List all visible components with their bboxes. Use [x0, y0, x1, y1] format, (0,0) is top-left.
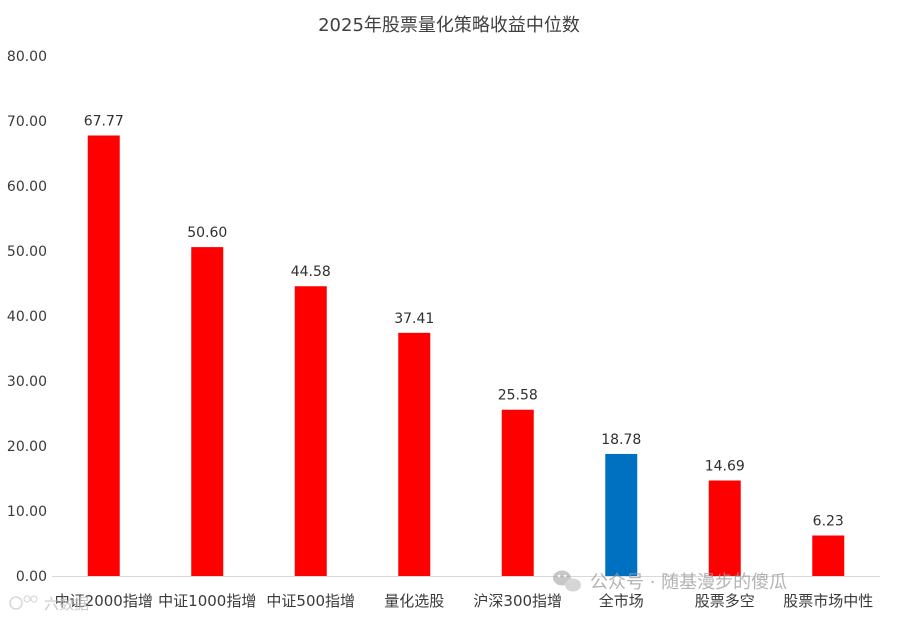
- x-tick-label: 中证1000指增: [158, 592, 256, 610]
- y-tick-label: 30.00: [7, 374, 47, 390]
- bar: [398, 332, 431, 576]
- data-label: 44.58: [291, 264, 331, 280]
- data-label: 67.77: [84, 113, 124, 129]
- wechat-watermark: 公众号 · 随基漫步的傻瓜: [553, 570, 787, 593]
- data-label: 18.78: [601, 432, 641, 448]
- y-tick-label: 10.00: [7, 504, 47, 520]
- x-tick-label: 中证500指增: [266, 592, 355, 610]
- y-tick-label: 80.00: [7, 49, 47, 65]
- y-tick-label: 70.00: [7, 114, 47, 130]
- wechat-watermark-text: 公众号 · 随基漫步的傻瓜: [590, 572, 787, 593]
- data-label: 50.60: [187, 225, 227, 241]
- y-tick-label: 0.00: [16, 569, 47, 585]
- data-label: 14.69: [705, 459, 745, 475]
- x-tick-label: 股票多空: [695, 592, 755, 610]
- x-tick-label: 全市场: [599, 592, 644, 610]
- corner-watermark: 六数据: [9, 595, 89, 613]
- chart-title: 2025年股票量化策略收益中位数: [318, 15, 580, 36]
- x-tick-label: 中证2000指增: [55, 592, 153, 610]
- y-axis: 0.00 10.00 20.00 30.00 40.00 50.00 60.00 70.00 8…: [7, 49, 47, 585]
- data-label: 37.41: [394, 311, 434, 327]
- y-tick-label: 40.00: [7, 309, 47, 325]
- bars: [87, 135, 845, 576]
- x-tick-label: 沪深300指增: [473, 592, 562, 610]
- bar: [605, 453, 638, 576]
- data-label: 25.58: [498, 388, 538, 404]
- data-label: 6.23: [813, 514, 844, 530]
- corner-watermark-text: 六数据: [44, 595, 89, 613]
- bar: [812, 535, 845, 576]
- y-tick-label: 50.00: [7, 244, 47, 260]
- wechat-icon: [553, 570, 581, 592]
- corner-logo-icon: [9, 595, 38, 610]
- bar: [294, 286, 327, 576]
- x-tick-label: 量化选股: [384, 592, 444, 610]
- y-tick-label: 20.00: [7, 439, 47, 455]
- bar: [87, 135, 120, 576]
- bar: [708, 480, 741, 576]
- bar: [501, 409, 534, 576]
- value-labels: 67.77 50.60 44.58 37.41 25.58 18.78 14.69 6.23: [84, 113, 844, 529]
- x-tick-label: 股票市场中性: [783, 592, 873, 610]
- category-labels: 中证2000指增 中证1000指增 中证500指增 量化选股 沪深300指增 全市场 股票多…: [55, 592, 874, 610]
- y-tick-label: 60.00: [7, 179, 47, 195]
- bar: [191, 247, 224, 576]
